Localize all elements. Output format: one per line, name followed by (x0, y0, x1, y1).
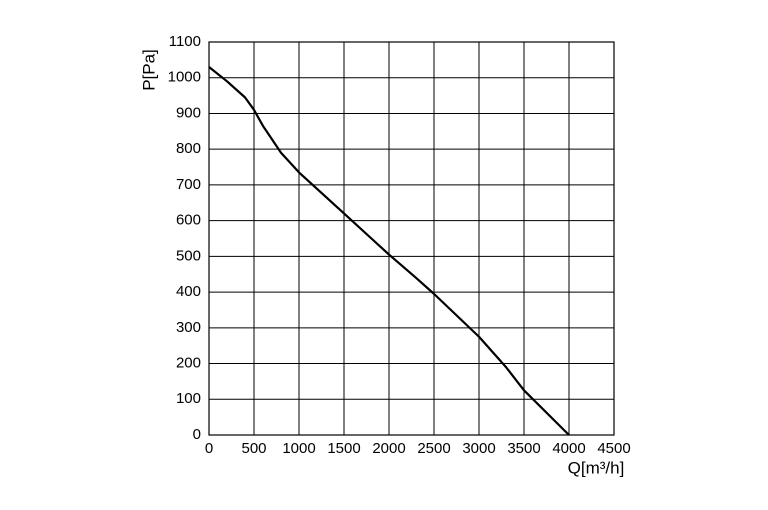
curve (208, 66, 570, 436)
y-tick-label: 500 (176, 247, 201, 264)
y-tick-label: 800 (176, 140, 201, 157)
y-axis-label: P[Pa] (139, 49, 158, 91)
x-tick-label: 1000 (282, 440, 315, 457)
y-tick-label: 900 (176, 104, 201, 121)
x-tick-label: 4500 (597, 440, 630, 457)
x-tick-label: 1500 (327, 440, 360, 457)
y-tick-label: 1000 (168, 69, 201, 86)
y-tick-label: 400 (176, 283, 201, 300)
y-tick-label: 600 (176, 212, 201, 229)
x-axis-label: Q[m³/h] (568, 458, 625, 477)
x-tick-label: 3000 (462, 440, 495, 457)
x-tick-label: 4000 (552, 440, 585, 457)
x-tick-label: 3500 (507, 440, 540, 457)
x-tick-label: 2500 (417, 440, 450, 457)
y-tick-label: 100 (176, 390, 201, 407)
plot-frame (208, 41, 615, 436)
x-tick-label: 0 (205, 440, 213, 457)
x-tick-label: 2000 (372, 440, 405, 457)
y-tick-label: 300 (176, 319, 201, 336)
y-tick-label: 0 (193, 426, 201, 443)
y-tick-label: 200 (176, 355, 201, 372)
y-tick-label: 700 (176, 176, 201, 193)
x-tick-label: 500 (241, 440, 266, 457)
y-tick-label: 1100 (169, 33, 201, 50)
